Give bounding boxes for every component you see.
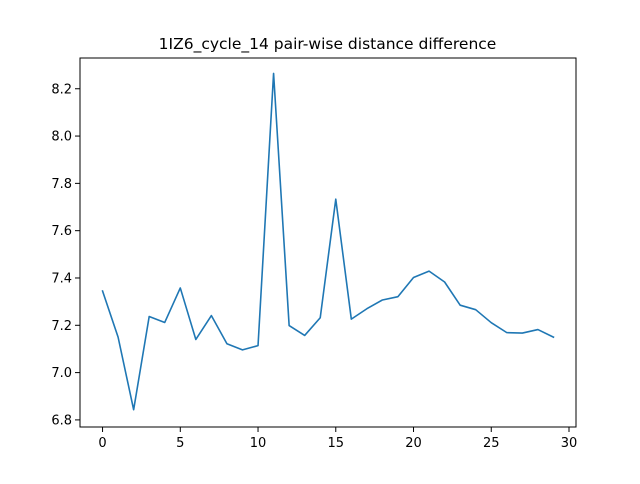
x-tick-label: 25: [483, 436, 500, 451]
y-tick-label: 6.8: [51, 413, 72, 428]
series-line-0: [101, 72, 555, 411]
x-tick-label: 30: [561, 436, 578, 451]
y-tick-label: 8.2: [51, 82, 72, 97]
x-tick-label: 5: [176, 436, 184, 451]
x-tick-label: 10: [250, 436, 267, 451]
y-tick-label: 7.6: [51, 224, 72, 239]
y-tick-label: 7.2: [51, 319, 72, 334]
y-tick-label: 7.8: [51, 177, 72, 192]
chart-title: 1IZ6_cycle_14 pair-wise distance differe…: [159, 35, 497, 54]
x-axis: 0 5 10 15 20 25 30: [98, 427, 577, 451]
series-layer: [101, 72, 555, 411]
x-tick-label: 20: [405, 436, 422, 451]
y-axis: 6.8 7.0 7.2 7.4 7.6 7.8 8.0 8.2: [51, 82, 80, 428]
y-tick-label: 7.0: [51, 366, 72, 381]
plot-frame: [79, 57, 577, 428]
x-tick-label: 0: [98, 436, 106, 451]
y-tick-label: 8.0: [51, 130, 72, 145]
y-tick-label: 7.4: [51, 271, 72, 286]
plot-area: [79, 57, 577, 428]
x-tick-label: 15: [328, 436, 345, 451]
